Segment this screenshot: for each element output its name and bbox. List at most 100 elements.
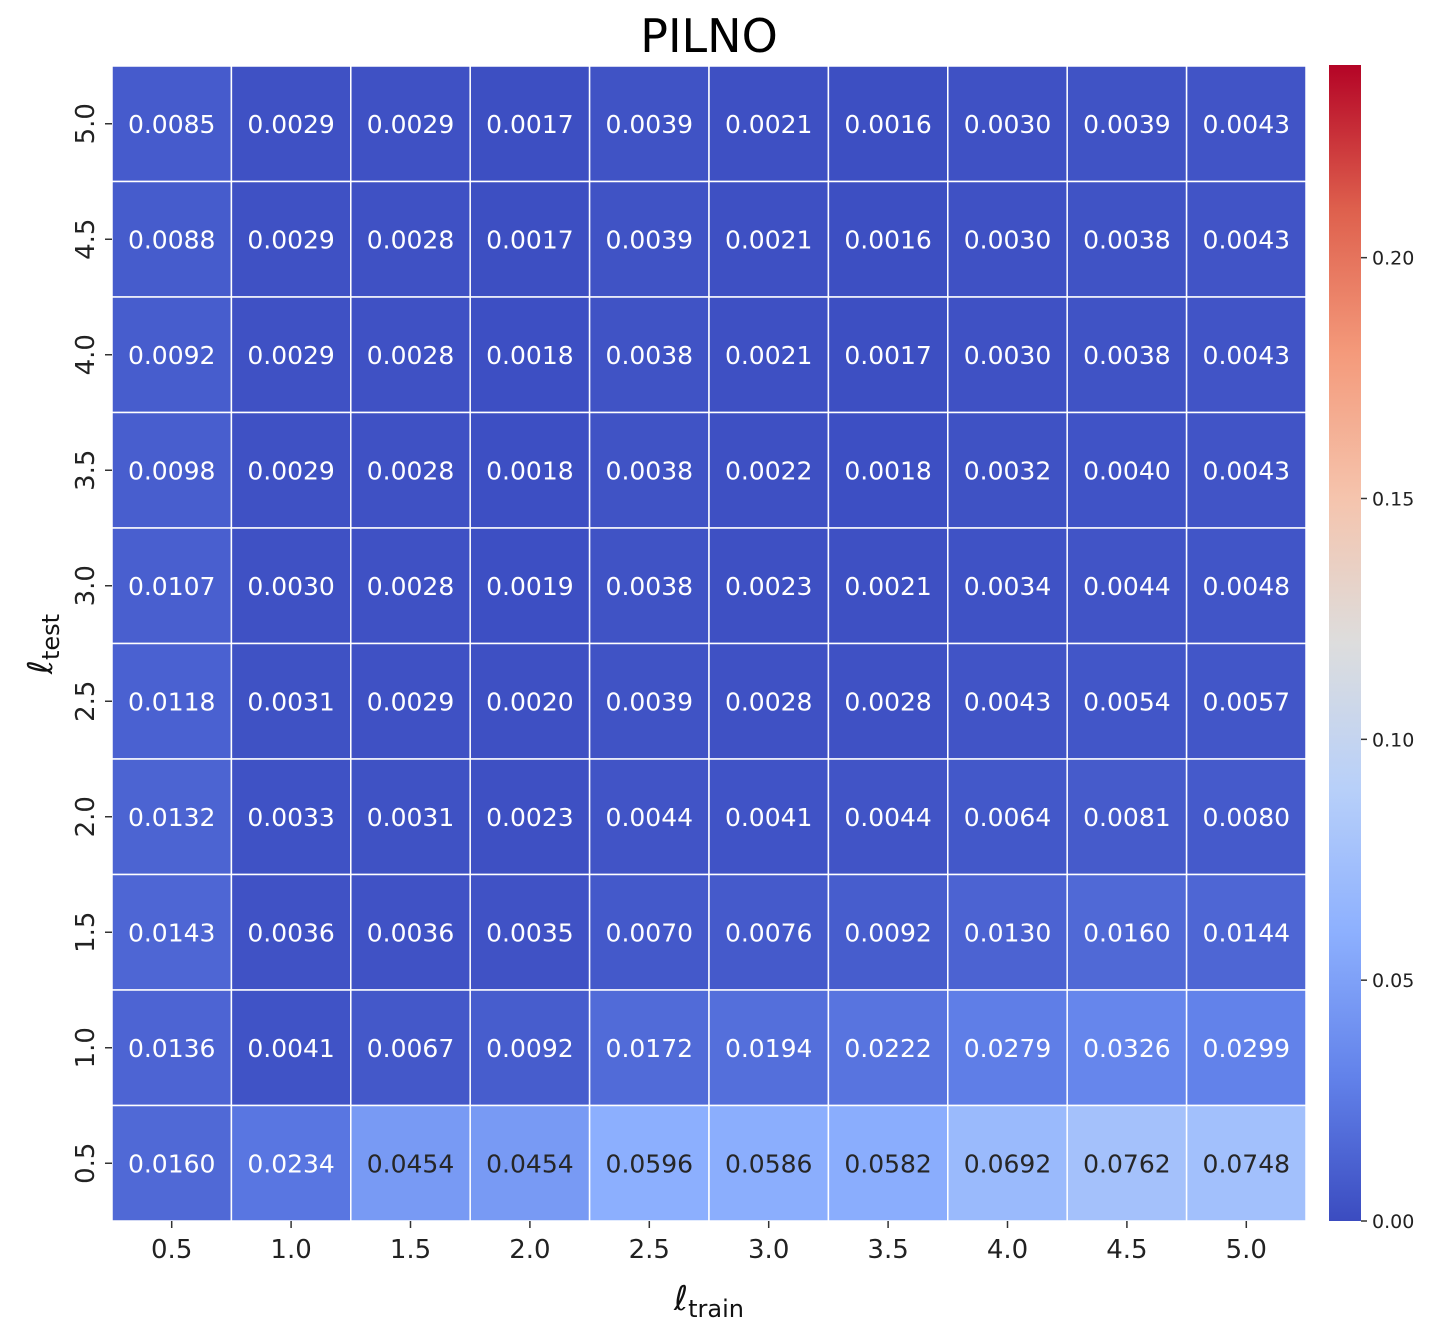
heatmap-cell xyxy=(1185,180,1307,298)
cell-value-label: 0.0172 xyxy=(606,1034,693,1063)
cell-value-label: 0.0143 xyxy=(128,918,215,947)
cell-value-label: 0.0194 xyxy=(725,1034,812,1063)
colorbar-tick-label: 0.10 xyxy=(1372,729,1414,751)
x-tick-label: 1.5 xyxy=(390,1235,431,1265)
heatmap-cell xyxy=(350,527,471,645)
heatmap-cell xyxy=(947,180,1068,298)
cell-value-label: 0.0080 xyxy=(1203,803,1290,832)
heatmap-cell xyxy=(230,989,352,1107)
cell-value-label: 0.0016 xyxy=(844,110,931,139)
cell-value-label: 0.0136 xyxy=(128,1034,215,1063)
cell-value-label: 0.0029 xyxy=(247,456,334,485)
heatmap-cell xyxy=(947,758,1068,876)
cell-value-label: 0.0092 xyxy=(486,1034,573,1063)
y-tick-label: 4.0 xyxy=(71,334,101,375)
colorbar: 0.00 0.05 0.10 0.15 0.20 xyxy=(1329,65,1414,1233)
heatmap-cell xyxy=(827,296,949,414)
heatmap-cell xyxy=(469,989,591,1107)
cell-value-label: 0.0038 xyxy=(1083,225,1170,254)
y-tick-label: 3.0 xyxy=(71,565,101,606)
heatmap-cell xyxy=(350,296,471,414)
heatmap-cell xyxy=(350,65,471,183)
heatmap-cell xyxy=(1066,180,1188,298)
cell-value-label: 0.0044 xyxy=(1083,572,1170,601)
cell-value-label: 0.0018 xyxy=(486,341,573,370)
cell-value-label: 0.0038 xyxy=(606,341,693,370)
cell-value-label: 0.0030 xyxy=(964,341,1051,370)
cell-value-label: 0.0028 xyxy=(367,572,454,601)
cell-value-label: 0.0031 xyxy=(247,687,334,716)
heatmap-cell xyxy=(947,1104,1068,1222)
cell-value-label: 0.0076 xyxy=(725,918,812,947)
heatmap-cell xyxy=(1066,411,1188,529)
heatmap-cell xyxy=(947,411,1068,529)
heatmap-cell xyxy=(947,989,1068,1107)
heatmap-cell xyxy=(827,411,949,529)
cell-value-label: 0.0064 xyxy=(964,803,1051,832)
cell-value-label: 0.0029 xyxy=(247,110,334,139)
x-tick-label: 4.0 xyxy=(987,1235,1028,1265)
heatmap-cell xyxy=(230,180,352,298)
cell-value-label: 0.0044 xyxy=(844,803,931,832)
cell-value-label: 0.0021 xyxy=(844,572,931,601)
heatmap-cell xyxy=(708,873,830,991)
heatmap-cell xyxy=(111,411,233,529)
heatmap-cell xyxy=(1185,65,1307,183)
heatmap-cell xyxy=(469,1104,591,1222)
x-tick-label: 5.0 xyxy=(1226,1235,1267,1265)
heatmap-cell xyxy=(588,989,710,1107)
cell-value-label: 0.0039 xyxy=(606,687,693,716)
cell-value-label: 0.0016 xyxy=(844,225,931,254)
cell-value-label: 0.0088 xyxy=(128,225,215,254)
heatmap-cell xyxy=(111,758,233,876)
cell-value-label: 0.0085 xyxy=(128,110,215,139)
cell-value-label: 0.0019 xyxy=(486,572,573,601)
cell-value-label: 0.0132 xyxy=(128,803,215,832)
heatmap-cell xyxy=(827,873,949,991)
x-axis-label: ℓtrain xyxy=(673,1279,744,1323)
heatmap-cell xyxy=(1066,642,1188,760)
y-axis-ticks: 5.0 4.5 4.0 3.5 3.0 2.5 2.0 1.5 1.0 0.5 xyxy=(71,103,112,1184)
cell-value-label: 0.0044 xyxy=(606,803,693,832)
cell-value-label: 0.0021 xyxy=(725,341,812,370)
heatmap-cell xyxy=(1066,296,1188,414)
heatmap-cell xyxy=(708,758,830,876)
cell-value-label: 0.0048 xyxy=(1203,572,1290,601)
heatmap-cell xyxy=(469,180,591,298)
heatmap-cells: 0.0085 0.0029 0.0029 0.0017 0.0039 0.0021 0.00… xyxy=(111,65,1307,1222)
cell-value-label: 0.0107 xyxy=(128,572,215,601)
heatmap-cell xyxy=(827,1104,949,1222)
cell-value-label: 0.0454 xyxy=(486,1149,573,1178)
cell-value-label: 0.0222 xyxy=(844,1034,931,1063)
cell-value-label: 0.0033 xyxy=(247,803,334,832)
cell-value-label: 0.0028 xyxy=(844,687,931,716)
cell-value-label: 0.0029 xyxy=(247,225,334,254)
cell-value-label: 0.0028 xyxy=(367,225,454,254)
colorbar-tick-label: 0.20 xyxy=(1372,248,1414,270)
heatmap-cell xyxy=(827,758,949,876)
cell-value-label: 0.0032 xyxy=(964,456,1051,485)
heatmap-cell xyxy=(588,873,710,991)
cell-value-label: 0.0029 xyxy=(367,110,454,139)
heatmap-cell xyxy=(708,527,830,645)
cell-value-label: 0.0043 xyxy=(1203,456,1290,485)
cell-value-label: 0.0036 xyxy=(247,918,334,947)
heatmap-cell xyxy=(111,1104,233,1222)
heatmap-cell xyxy=(947,296,1068,414)
heatmap-cell xyxy=(1185,1104,1307,1222)
heatmap-cell xyxy=(350,180,471,298)
heatmap-cell xyxy=(230,296,352,414)
heatmap-cell xyxy=(230,873,352,991)
cell-value-label: 0.0043 xyxy=(1203,341,1290,370)
cell-value-label: 0.0582 xyxy=(844,1149,931,1178)
cell-value-label: 0.0130 xyxy=(964,918,1051,947)
heatmap-cell xyxy=(469,65,591,183)
heatmap-cell xyxy=(708,1104,830,1222)
cell-value-label: 0.0070 xyxy=(606,918,693,947)
y-tick-label: 1.0 xyxy=(71,1027,101,1068)
heatmap-cell xyxy=(1185,758,1307,876)
heatmap-cell xyxy=(588,411,710,529)
y-axis-label: ℓtest xyxy=(21,614,65,675)
cell-value-label: 0.0028 xyxy=(367,456,454,485)
cell-value-label: 0.0092 xyxy=(844,918,931,947)
